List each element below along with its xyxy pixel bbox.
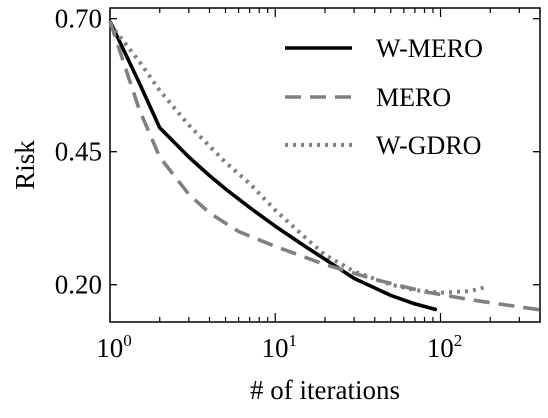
legend-label-3: W-GDRO <box>376 131 481 160</box>
legend: W-MERO MERO W-GDRO <box>285 34 483 160</box>
legend-label-1: W-MERO <box>376 34 483 63</box>
y-tick-label: 0.70 <box>55 4 102 34</box>
series-line-3 <box>108 22 488 295</box>
y-axis-ticks: 0.20 0.45 0.70 <box>55 4 540 300</box>
x-axis-ticks: 100 101 102 <box>96 8 541 363</box>
series-line-2 <box>108 20 541 312</box>
x-tick-label: 100 <box>96 331 132 363</box>
x-axis-title: # of iterations <box>250 375 400 405</box>
y-axis-title: Risk <box>10 140 40 190</box>
series-line-1 <box>108 20 438 312</box>
series-layer <box>108 20 541 312</box>
x-tick-label: 102 <box>427 331 463 363</box>
x-tick-label: 101 <box>262 331 298 363</box>
y-tick-label: 0.20 <box>55 270 102 300</box>
y-tick-label: 0.45 <box>55 137 102 167</box>
legend-label-2: MERO <box>376 83 451 112</box>
